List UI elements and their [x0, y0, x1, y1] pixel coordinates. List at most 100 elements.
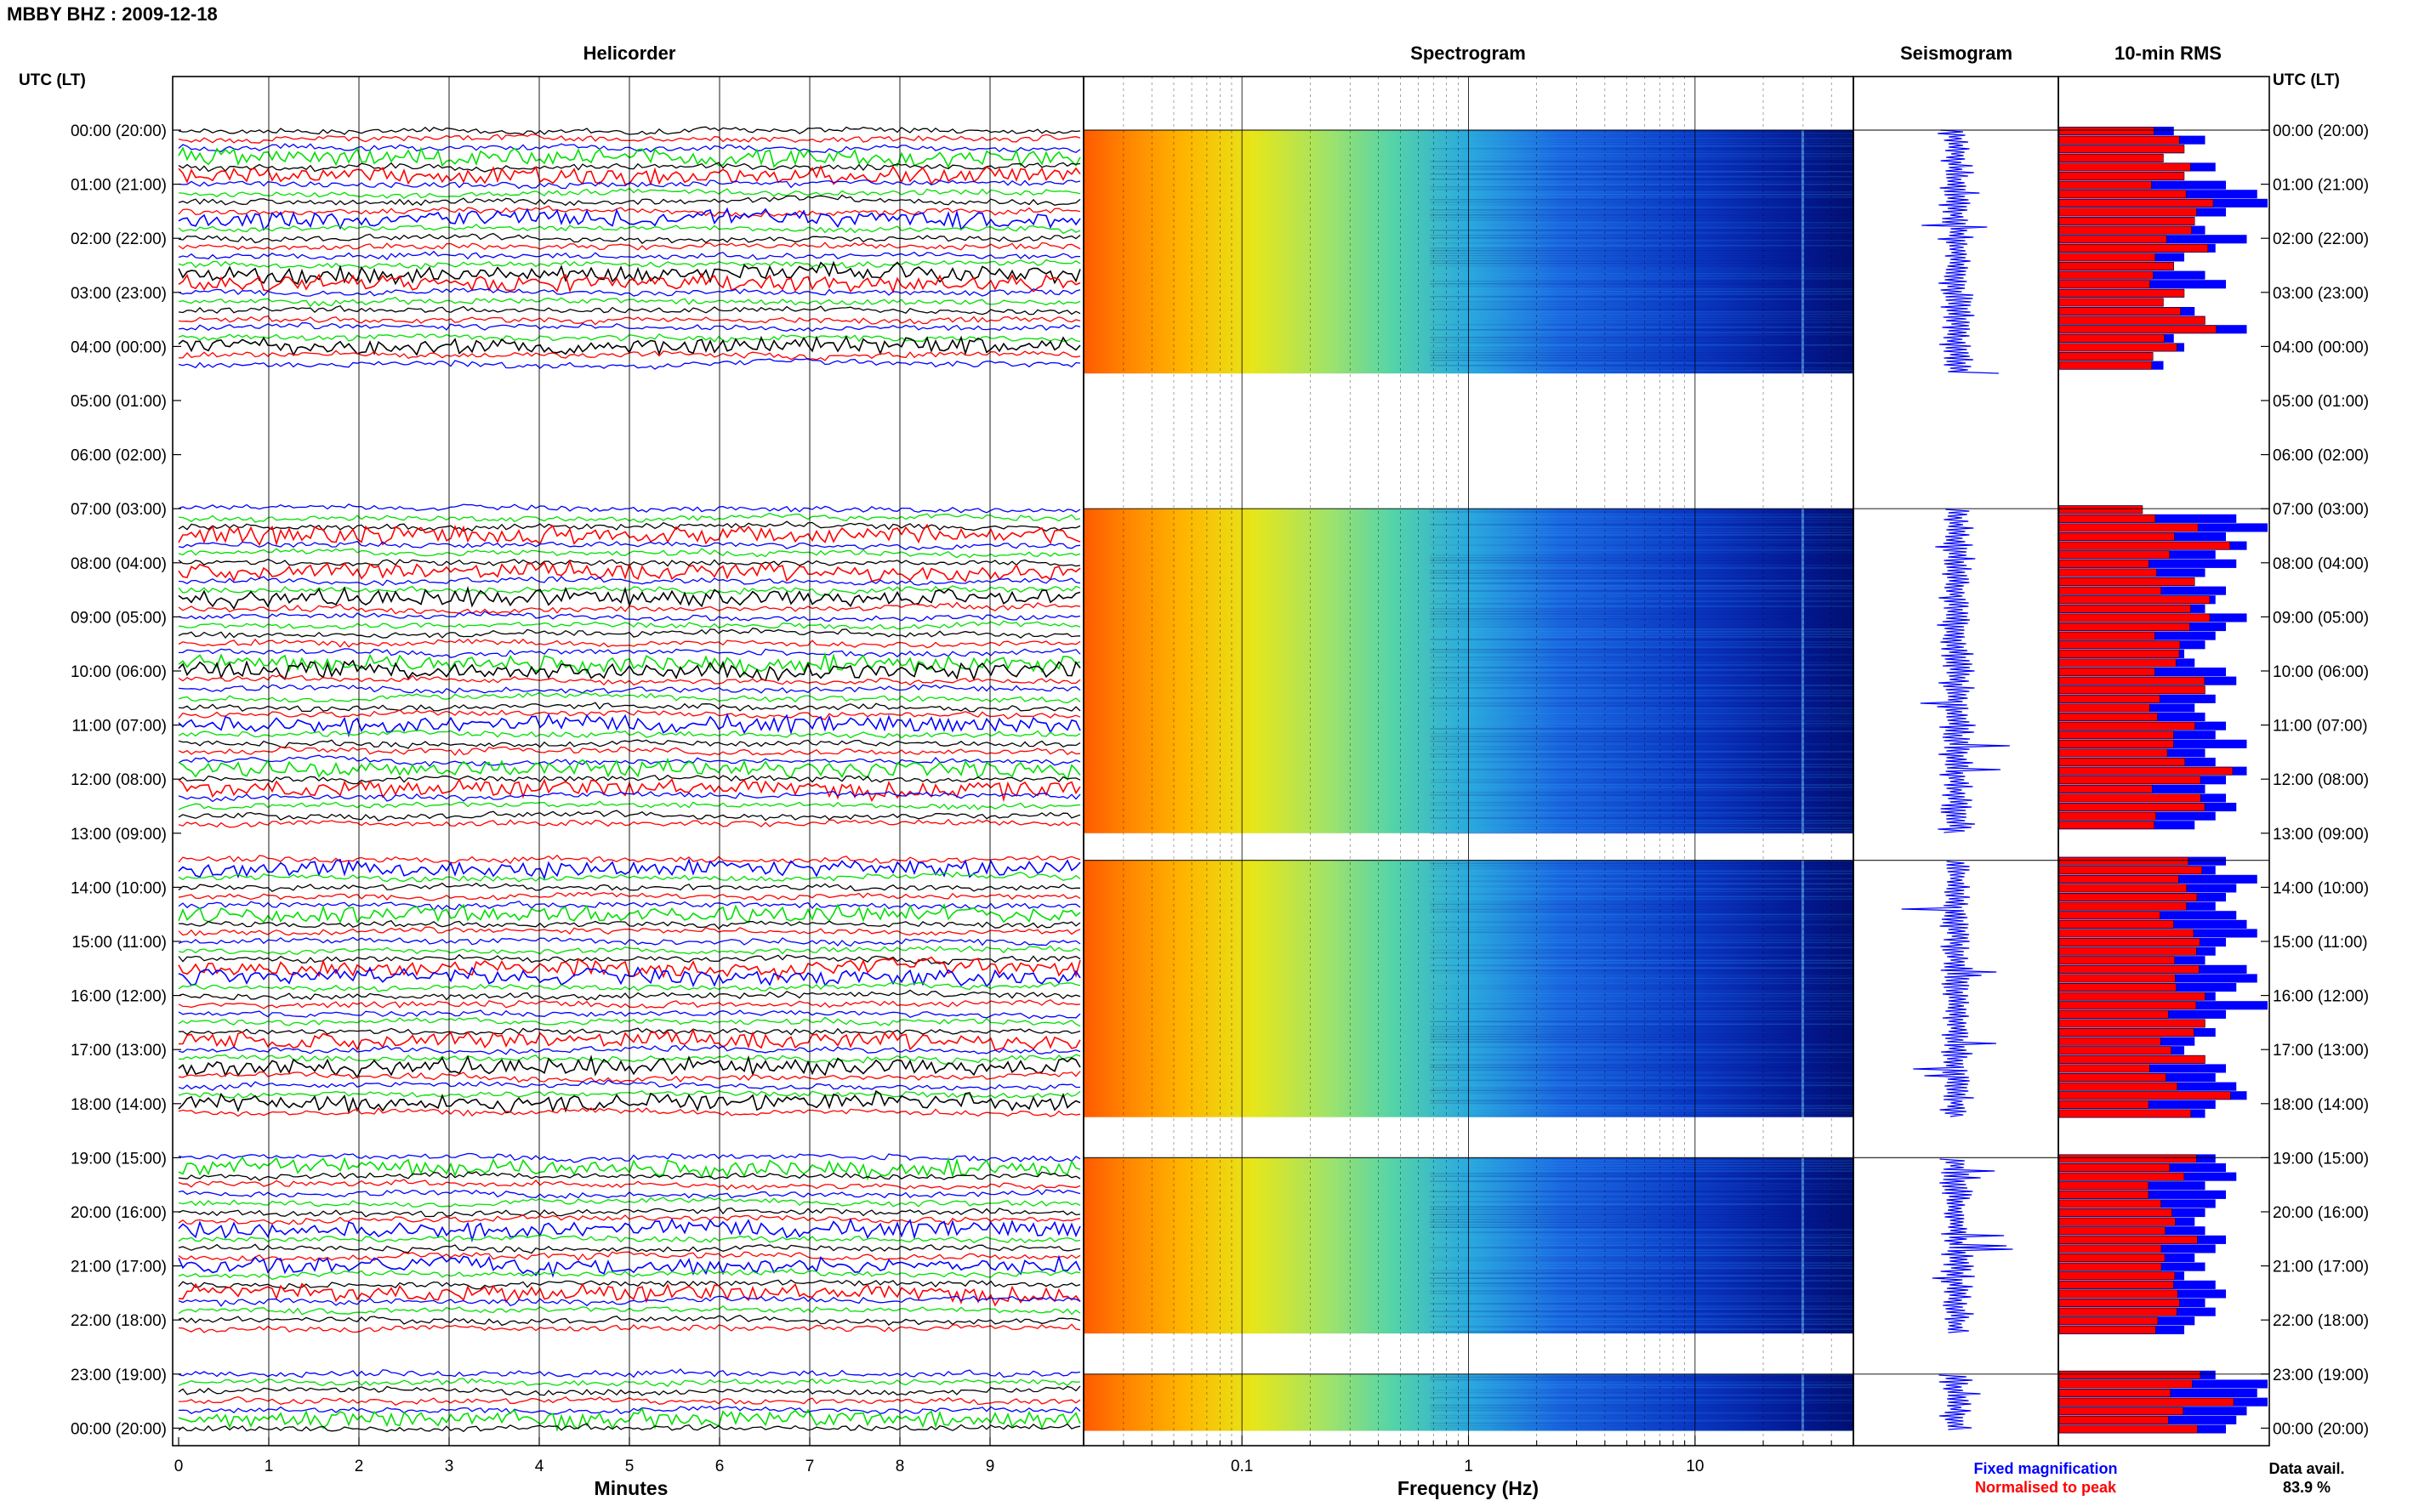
spectrogram-x-axis: 0.1 1 10: [1083, 1435, 1854, 1475]
spectrogram-streak: [1430, 764, 1853, 765]
spectrogram-streak: [1430, 1391, 1853, 1394]
rms-bar-normalised: [2058, 803, 2206, 811]
spectrogram-streak: [1430, 227, 1853, 229]
spectrogram-streak: [1430, 980, 1853, 982]
rms-bar-normalised: [2058, 523, 2199, 532]
spectrogram-streak: [1430, 695, 1853, 696]
rms-bar-normalised: [2058, 1208, 2172, 1217]
time-label-left: 11:00 (07:00): [71, 718, 167, 736]
spectrogram-streak: [1430, 1321, 1853, 1322]
spectrogram-streak: [1430, 608, 1853, 610]
spectrogram-streak: [1430, 1008, 1853, 1010]
rms-bar-normalised: [2058, 361, 2152, 370]
spectrogram-streak: [1430, 357, 1853, 359]
rms-bar-normalised: [2058, 1326, 2156, 1334]
rms-bar-normalised: [2058, 1226, 2166, 1236]
spectrogram-streak: [1430, 186, 1853, 188]
spectrogram-streak: [1430, 567, 1853, 569]
rms-bar-normalised: [2058, 225, 2192, 235]
spectrogram-streak: [1430, 774, 1853, 776]
spectrogram-streak: [1430, 911, 1853, 913]
rms-bar-normalised: [2058, 956, 2175, 965]
rms-bar-normalised: [2058, 613, 2211, 622]
spectrogram-streak: [1430, 1168, 1853, 1169]
spectrogram-streak: [1430, 1386, 1853, 1389]
spectrogram-streak: [1430, 166, 1853, 168]
spectrogram-streak: [1430, 260, 1853, 262]
spectrogram-streak: [1430, 235, 1853, 236]
spectrogram-streak: [1430, 1257, 1853, 1259]
spectrogram-streak: [1430, 281, 1853, 282]
spectrogram-streak: [1430, 782, 1853, 783]
spectrogram-streak: [1430, 982, 1853, 985]
spectrogram-title: Spectrogram: [1410, 43, 1526, 64]
spectrogram-streak: [1430, 908, 1853, 911]
time-label-right: 17:00 (13:00): [2273, 1042, 2369, 1060]
spectrogram-streak: [1430, 595, 1853, 597]
spectrogram-streak: [1430, 692, 1853, 694]
spectrogram-streak: [1430, 1214, 1853, 1215]
spectrogram-streak: [1430, 153, 1853, 155]
rms-bar-normalised: [2058, 253, 2155, 262]
spectrogram-streak: [1430, 1249, 1853, 1251]
spectrogram-streak: [1430, 992, 1853, 995]
spectrogram-streak: [1430, 1231, 1853, 1233]
spectrogram-streak: [1430, 570, 1853, 571]
rms-bar-normalised: [2058, 280, 2150, 289]
rms-bar-normalised: [2058, 974, 2176, 983]
spectrogram-streak: [1430, 913, 1853, 916]
spectrogram-streak: [1430, 990, 1853, 992]
spectrogram-streak: [1430, 959, 1853, 962]
rms-bar-normalised: [2058, 352, 2154, 361]
spectrogram-streak: [1430, 875, 1853, 878]
spectrogram-streak: [1430, 321, 1853, 323]
spectrogram-streak: [1430, 939, 1853, 941]
spectrogram-streak: [1430, 1115, 1853, 1117]
spectrogram-streak: [1430, 276, 1853, 277]
spectrogram-streak: [1430, 794, 1853, 796]
spectrogram-streak: [1430, 1064, 1853, 1066]
spectrogram-streak: [1430, 1089, 1853, 1092]
rms-bar-normalised: [2058, 1316, 2159, 1326]
spectrogram-streak: [1430, 1100, 1853, 1102]
spectrogram-streak: [1430, 769, 1853, 770]
spectrogram-streak: [1430, 1056, 1853, 1059]
spectrogram-streak: [1430, 718, 1853, 719]
spectrogram-streak: [1430, 759, 1853, 760]
rms-bar-normalised: [2058, 1199, 2161, 1208]
spectrogram-streak: [1430, 191, 1853, 193]
spectrogram-streak: [1430, 1165, 1853, 1167]
spectrogram-streak: [1430, 898, 1853, 901]
spectrogram-streak: [1430, 237, 1853, 239]
spectrogram-streak: [1430, 519, 1853, 520]
spectrogram-streak: [1430, 1191, 1853, 1192]
spectrogram-streak: [1430, 212, 1853, 213]
spectrogram-streak: [1430, 621, 1853, 622]
utc-label-left: UTC (LT): [19, 71, 86, 89]
spectrogram-streak: [1430, 163, 1853, 165]
rms-bar-normalised: [2058, 766, 2234, 776]
data-avail-value: 83.9 %: [2283, 1479, 2331, 1496]
rms-bar-normalised: [2058, 685, 2206, 695]
time-label-left: 09:00 (05:00): [71, 609, 167, 627]
spectrogram-streak: [1430, 143, 1853, 145]
spectrogram-streak: [1430, 360, 1853, 361]
spectrogram-streak: [1430, 890, 1853, 893]
spectrogram-streak: [1430, 240, 1853, 242]
spectrogram-streak: [1430, 529, 1853, 531]
spectrogram-streak: [1430, 733, 1853, 735]
rms-bar-normalised: [2058, 920, 2174, 929]
spectrogram-streak: [1430, 1226, 1853, 1228]
spectrogram-streak: [1430, 1003, 1853, 1005]
spectrogram-streak: [1430, 1267, 1853, 1269]
spectrogram-streak: [1430, 1399, 1853, 1401]
spectrogram-streak: [1430, 822, 1853, 824]
spectrogram-streak: [1430, 1059, 1853, 1061]
rms-bars: [2058, 127, 2268, 1434]
spectrogram-streak: [1430, 1061, 1853, 1064]
spectrogram-streak: [1430, 1049, 1853, 1051]
spectrogram-line: [1801, 1373, 1804, 1431]
spectrogram-streak: [1430, 931, 1853, 934]
spectrogram-streak: [1430, 725, 1853, 727]
